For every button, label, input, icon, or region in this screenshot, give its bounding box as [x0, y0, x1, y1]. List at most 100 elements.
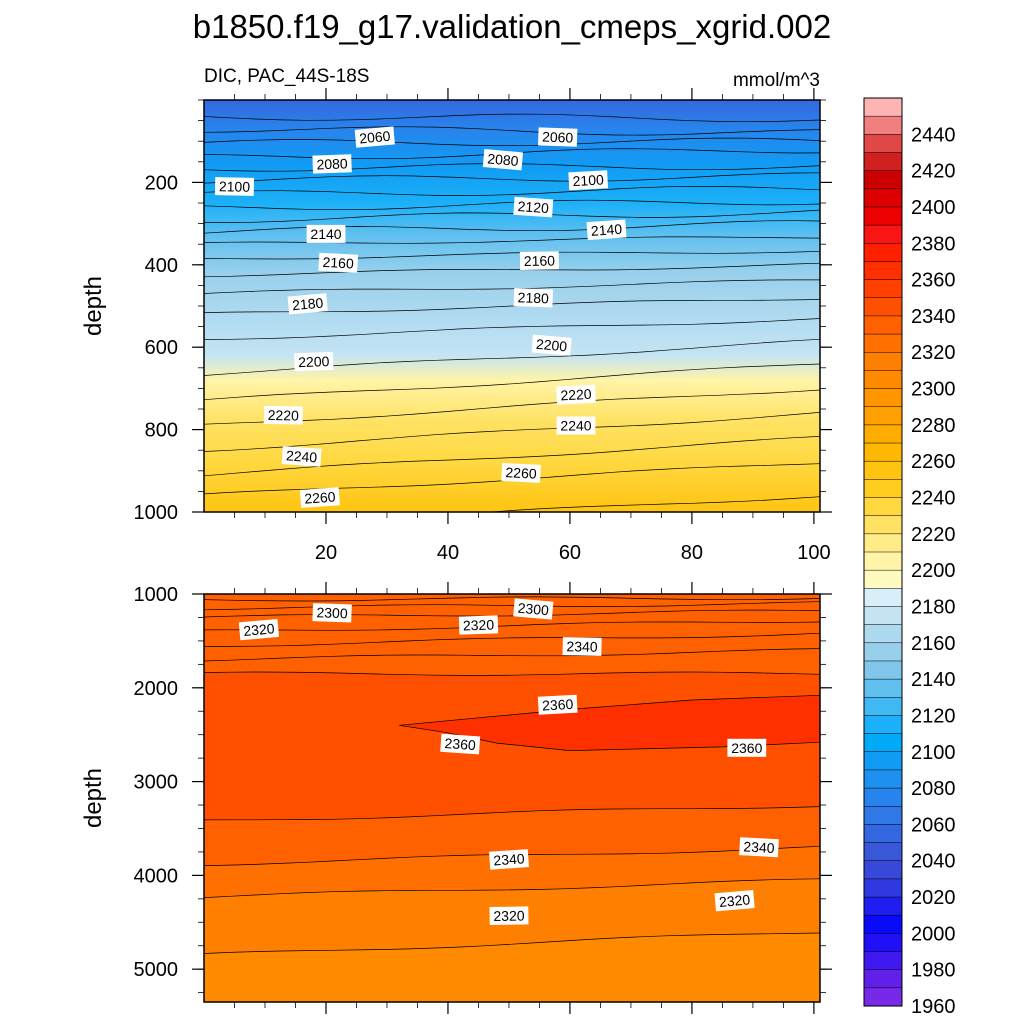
- colorbar-label: 2360: [911, 270, 956, 292]
- contour-label-text: 2240: [286, 447, 318, 465]
- colorbar-swatch: [863, 624, 903, 644]
- contour-label-box: [489, 849, 529, 870]
- contour-label-text: 2260: [505, 464, 537, 482]
- contour-label-box: [586, 219, 627, 241]
- contour-label-box: [556, 416, 596, 435]
- contour-label-box: [562, 637, 602, 656]
- contour-label: 2160: [318, 252, 359, 273]
- contour-line-2240: [204, 412, 820, 452]
- colorbar-swatch: [863, 987, 903, 1007]
- contour-line-2310: [204, 621, 820, 631]
- y-tick-label: 1000: [134, 502, 179, 524]
- contour-line-2310: [204, 932, 820, 954]
- contour-label-text: 2340: [493, 850, 525, 868]
- contour-line-2290: [204, 601, 820, 611]
- lower-y-axis-label: depth: [80, 768, 107, 828]
- contour-label-text: 2320: [718, 891, 751, 910]
- colorbar-swatch: [863, 460, 903, 480]
- contour-line-2250: [204, 436, 820, 477]
- y-tick-label: 4000: [134, 865, 179, 887]
- contour-label-box: [312, 603, 352, 623]
- contour-line-2170: [204, 262, 820, 278]
- contour-label-text: 2060: [359, 128, 392, 147]
- chart-subtitle-left: DIC, PAC_44S-18S: [204, 66, 369, 87]
- contour-label-box: [214, 177, 255, 196]
- colorbar-swatch: [863, 660, 903, 680]
- contour-label-text: 2060: [542, 129, 574, 146]
- colorbar-label: 2080: [911, 778, 956, 800]
- contour-label: 2220: [263, 405, 303, 425]
- contour-line-2060: [204, 126, 820, 136]
- contour-line-2280: [204, 596, 820, 602]
- colorbar-swatch: [863, 243, 903, 262]
- colorbar-swatch: [863, 515, 903, 535]
- contour-label-box: [556, 384, 596, 405]
- contour-label-box: [458, 615, 499, 635]
- contour-label-box: [513, 598, 554, 620]
- colorbar-swatch: [863, 824, 903, 844]
- contour-label: 2200: [294, 351, 334, 372]
- contour-label: 2340: [739, 837, 779, 858]
- contour-band-2340: [204, 594, 820, 676]
- contour-line-2180: [204, 279, 820, 294]
- contour-line-2120: [204, 199, 820, 211]
- contour-label: 2340: [489, 849, 529, 870]
- contour-label-box: [519, 251, 559, 271]
- colorbar-swatch: [863, 569, 903, 589]
- contour-label: 2220: [556, 384, 596, 405]
- chart-title: b1850.f19_g17.validation_cmeps_xgrid.002: [193, 8, 831, 45]
- contour-line-2320: [204, 632, 820, 647]
- colorbar-swatch: [863, 842, 903, 862]
- contour-label: 2340: [562, 637, 602, 656]
- contour-label: 2360: [440, 733, 481, 755]
- colorbar-frame: [863, 97, 903, 1007]
- y-tick-label: 400: [145, 255, 178, 277]
- contour-label-text: 2260: [304, 489, 336, 507]
- contour-label-text: 2340: [566, 638, 598, 655]
- colorbar-swatch: [863, 787, 903, 807]
- contour-label-text: 2200: [535, 336, 568, 355]
- contour-label-text: 2300: [517, 600, 550, 619]
- contour-label-box: [281, 446, 322, 467]
- colorbar-swatch: [863, 424, 903, 444]
- contour-label-box: [299, 487, 340, 508]
- contour-label-box: [727, 738, 767, 757]
- x-tick-label: 40: [437, 542, 459, 564]
- chart-units: mmol/m^3: [733, 70, 820, 91]
- contour-label: 2360: [537, 694, 578, 715]
- colorbar-label: 2440: [911, 124, 956, 146]
- colorbar-swatch: [863, 860, 903, 880]
- contour-label-box: [501, 462, 541, 483]
- y-tick-label: 1000: [134, 584, 179, 606]
- contour-label-box: [263, 405, 303, 425]
- contour-label-box: [482, 149, 524, 171]
- contour-label-box: [537, 127, 578, 147]
- colorbar-swatch: [863, 134, 903, 154]
- contour-label: 2160: [519, 251, 559, 271]
- contour-label-box: [440, 733, 481, 755]
- contour-label-text: 2360: [542, 696, 574, 714]
- colorbar-label: 1980: [911, 960, 956, 982]
- contour-label-text: 2160: [524, 252, 556, 269]
- colorbar: 2440 2420 2400 2380 2360 2340 2320 2300 2280 2260…: [863, 97, 956, 1018]
- y-tick-label: 800: [145, 420, 178, 442]
- contour-line-2340: [204, 671, 820, 676]
- contour-line-2230: [204, 389, 820, 425]
- colorbar-label: 2400: [911, 197, 956, 219]
- contour-label: 2320: [238, 618, 280, 641]
- contour-label-text: 2200: [298, 353, 330, 370]
- colorbar-swatch: [863, 642, 903, 662]
- contour-label-box: [312, 154, 352, 174]
- contour-label: 2240: [281, 446, 322, 467]
- colorbar-swatch: [863, 533, 903, 553]
- contour-label: 2100: [214, 177, 255, 196]
- contour-line-2160: [204, 250, 820, 260]
- contour-label: 2120: [513, 196, 554, 218]
- contour-label-box: [739, 837, 779, 858]
- contour-label-box: [714, 890, 755, 912]
- contour-label-box: [318, 252, 359, 273]
- colorbar-swatch: [863, 678, 903, 698]
- contour-label: 2060: [537, 127, 578, 147]
- contour-label: 2140: [306, 224, 346, 243]
